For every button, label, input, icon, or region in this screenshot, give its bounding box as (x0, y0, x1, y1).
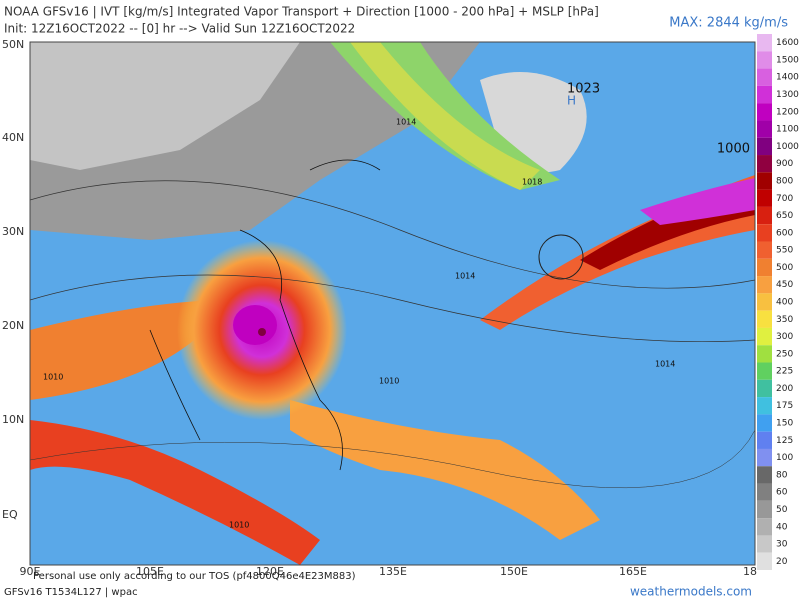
colorbar-label: 60 (776, 488, 788, 498)
colorbar-swatch (757, 379, 772, 398)
map-label: 1014 (655, 360, 675, 369)
colorbar-label: 1300 (776, 90, 799, 100)
map-label: 1018 (522, 178, 542, 187)
colorbar-label: 50 (776, 505, 788, 515)
colorbar-swatch (757, 241, 772, 259)
colorbar-swatch (757, 535, 772, 553)
lon-labels: 90E 105E 120E 135E 150E 165E 18 (20, 565, 757, 578)
lat-labels: 50N 40N 30N 20N 10N EQ (2, 38, 24, 521)
colorbar-label: 80 (776, 470, 788, 480)
colorbar-label: 200 (776, 384, 793, 394)
colorbar-label: 125 (776, 436, 793, 446)
colorbar-label: 550 (776, 246, 793, 256)
colorbar-swatch (757, 276, 772, 294)
colorbar-label: 1100 (776, 125, 799, 135)
colorbar-swatch (757, 51, 772, 69)
colorbar-label: 450 (776, 280, 793, 290)
header-title: NOAA GFSv16 | IVT [kg/m/s] Integrated Va… (4, 5, 599, 19)
colorbar-swatch (757, 414, 772, 432)
colorbar-swatch (757, 293, 772, 311)
header-max: MAX: 2844 kg/m/s (669, 16, 788, 31)
lat-label: 20N (2, 319, 24, 332)
map-label: 1010 (43, 373, 63, 382)
lat-label: EQ (2, 508, 18, 521)
colorbar-label: 100 (776, 453, 793, 463)
map-label: 1010 (379, 377, 399, 386)
colorbar-label: 1500 (776, 55, 799, 65)
lon-label: 135E (379, 565, 407, 578)
colorbar-swatch (757, 483, 772, 501)
colorbar-label: 500 (776, 263, 793, 273)
colorbar-swatch (757, 137, 772, 156)
lat-label: 40N (2, 131, 24, 144)
colorbar-swatch (757, 431, 772, 449)
colorbar-swatch (757, 120, 772, 138)
lat-label: 50N (2, 38, 24, 51)
colorbar-label: 600 (776, 228, 793, 238)
colorbar-swatch (757, 206, 772, 225)
colorbar-swatch (757, 155, 772, 173)
colorbar-swatch (757, 189, 772, 207)
map-label: 1000 (717, 142, 750, 157)
map: 1023 H 1000 1014 1018 1014 1010 1014 101… (30, 42, 755, 565)
footer-model: GFSv16 T1534L127 | wpac (4, 587, 138, 598)
colorbar-swatch (757, 172, 772, 190)
colorbar-label: 30 (776, 540, 788, 550)
colorbar-label: 1600 (776, 38, 799, 48)
colorbar-swatch (757, 552, 772, 570)
colorbar-swatch (757, 448, 772, 467)
header-init: Init: 12Z16OCT2022 -- [0] hr --> Valid S… (4, 22, 355, 36)
colorbar-label: 650 (776, 211, 793, 221)
lat-label: 10N (2, 413, 24, 426)
colorbar-swatch (757, 345, 772, 363)
colorbar-swatch (757, 397, 772, 415)
map-label: 1023 (567, 82, 600, 97)
lon-label: 165E (619, 565, 647, 578)
colorbar: 1600 1500 1400 1300 1200 1100 1000 900 800 700 650… (757, 34, 799, 570)
colorbar-swatch (757, 34, 772, 52)
colorbar-label: 175 (776, 401, 793, 411)
lon-label: 90E (20, 565, 41, 578)
footer-tos: Personal use only according to our TOS (… (33, 571, 356, 582)
colorbar-label: 250 (776, 349, 793, 359)
colorbar-swatch (757, 85, 772, 104)
colorbar-label: 900 (776, 159, 793, 169)
colorbar-label: 1400 (776, 73, 799, 83)
map-label: H (567, 94, 576, 108)
colorbar-label: 1000 (776, 142, 799, 152)
colorbar-swatch (757, 258, 772, 277)
footer-site: weathermodels.com (630, 585, 752, 599)
colorbar-label: 150 (776, 419, 793, 429)
colorbar-swatch (757, 362, 772, 380)
lon-label: 150E (500, 565, 528, 578)
map-label: 1014 (455, 272, 475, 281)
colorbar-swatch (757, 224, 772, 242)
lon-label: 105E (136, 565, 164, 578)
colorbar-label: 1200 (776, 107, 799, 117)
colorbar-label: 225 (776, 367, 793, 377)
colorbar-label: 300 (776, 332, 793, 342)
colorbar-label: 20 (776, 557, 788, 567)
colorbar-label: 400 (776, 298, 793, 308)
colorbar-swatch (757, 310, 772, 328)
colorbar-label: 700 (776, 194, 793, 204)
colorbar-swatch (757, 327, 772, 346)
map-label: 1014 (396, 118, 416, 127)
colorbar-label: 40 (776, 522, 788, 532)
colorbar-swatch (757, 68, 772, 86)
lon-label: 120E (256, 565, 284, 578)
colorbar-swatch (757, 500, 772, 519)
lon-label: 18 (743, 565, 757, 578)
colorbar-swatch (757, 466, 772, 484)
colorbar-swatch (757, 518, 772, 536)
map-label: 1010 (229, 521, 249, 530)
colorbar-label: 350 (776, 315, 793, 325)
map-frame (29, 41, 756, 566)
colorbar-swatch (757, 103, 772, 121)
lat-label: 30N (2, 225, 24, 238)
colorbar-label: 800 (776, 176, 793, 186)
